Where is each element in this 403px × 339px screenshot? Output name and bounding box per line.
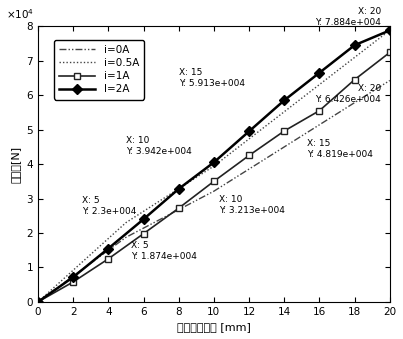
I=2A bbox=[282, 98, 287, 102]
I=2A bbox=[212, 160, 216, 164]
i=1A bbox=[71, 280, 76, 284]
Line: i=1A: i=1A bbox=[35, 49, 393, 305]
X-axis label: 阻尼通道长度 [mm]: 阻尼通道长度 [mm] bbox=[177, 322, 251, 332]
i=0A bbox=[212, 189, 216, 193]
i=0A bbox=[123, 235, 128, 239]
Line: I=2A: I=2A bbox=[35, 27, 393, 305]
Line: i=0.5A: i=0.5A bbox=[38, 30, 390, 302]
i=1A bbox=[212, 179, 216, 183]
Text: X: 10
Y: 3.942e+004: X: 10 Y: 3.942e+004 bbox=[126, 136, 192, 156]
i=0.5A bbox=[35, 300, 40, 304]
I=2A bbox=[247, 129, 251, 133]
Text: X: 5
Y: 1.874e+004: X: 5 Y: 1.874e+004 bbox=[131, 241, 197, 261]
i=1A bbox=[106, 257, 111, 261]
i=0A bbox=[387, 78, 392, 82]
I=2A bbox=[35, 300, 40, 304]
Text: X: 20
Y: 6.426e+004: X: 20 Y: 6.426e+004 bbox=[315, 84, 381, 104]
I=2A bbox=[106, 246, 111, 251]
i=0.5A bbox=[212, 164, 216, 168]
I=2A bbox=[317, 71, 322, 75]
Legend: i=0A, i=0.5A, i=1A, I=2A: i=0A, i=0.5A, i=1A, I=2A bbox=[54, 40, 144, 100]
i=0.5A bbox=[387, 28, 392, 32]
Text: $\times$10$^{4}$: $\times$10$^{4}$ bbox=[6, 7, 35, 21]
I=2A bbox=[352, 43, 357, 47]
Text: X: 15
Y: 4.819e+004: X: 15 Y: 4.819e+004 bbox=[307, 139, 373, 159]
i=0A bbox=[299, 134, 304, 138]
i=1A bbox=[176, 206, 181, 210]
i=1A bbox=[352, 78, 357, 82]
I=2A bbox=[71, 275, 76, 279]
Text: X: 20
Y: 7.884e+004: X: 20 Y: 7.884e+004 bbox=[315, 7, 381, 27]
i=1A bbox=[247, 154, 251, 158]
i=1A bbox=[141, 232, 146, 236]
Text: X: 15
Y: 5.913e+004: X: 15 Y: 5.913e+004 bbox=[179, 68, 245, 88]
Line: i=0A: i=0A bbox=[38, 80, 390, 302]
I=2A bbox=[141, 217, 146, 221]
i=0.5A bbox=[123, 221, 128, 225]
i=1A bbox=[282, 129, 287, 133]
Text: X: 5
Y: 2.3e+004: X: 5 Y: 2.3e+004 bbox=[82, 196, 136, 216]
Text: X: 10
Y: 3.213e+004: X: 10 Y: 3.213e+004 bbox=[219, 195, 285, 215]
I=2A bbox=[176, 187, 181, 191]
i=1A bbox=[317, 108, 322, 113]
I=2A bbox=[387, 28, 392, 33]
i=0.5A bbox=[299, 96, 304, 100]
i=0A bbox=[35, 300, 40, 304]
i=1A bbox=[35, 300, 40, 304]
Y-axis label: 阻尼力[N]: 阻尼力[N] bbox=[11, 145, 21, 183]
i=1A bbox=[387, 51, 392, 55]
